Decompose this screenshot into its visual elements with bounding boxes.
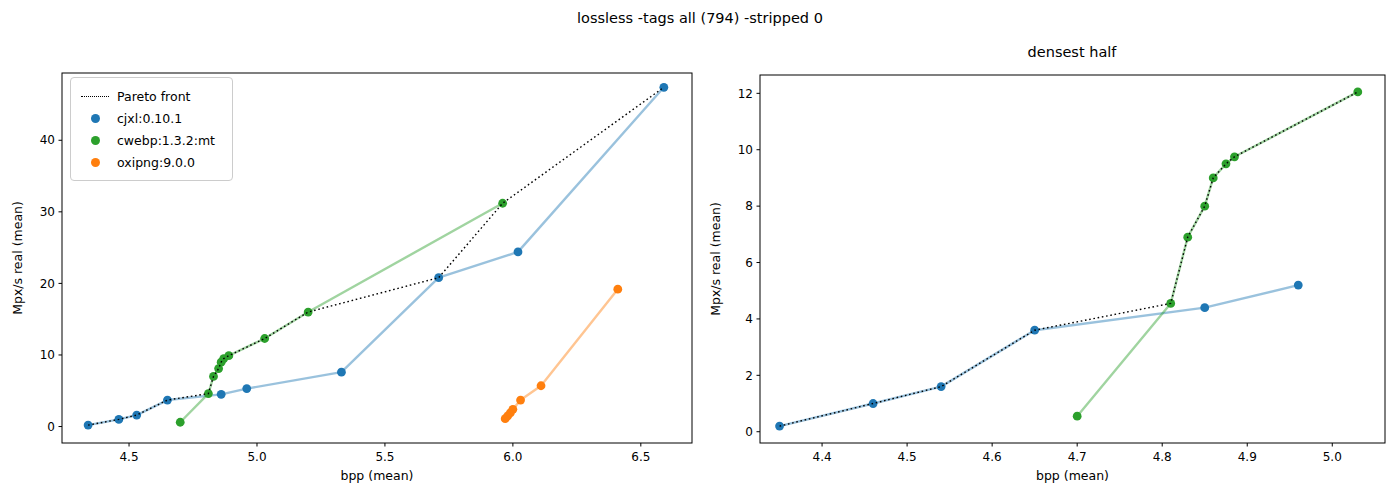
y-axis: 0 10 20 30 40 (40, 133, 62, 433)
x-axis-label: bpp (mean) (1036, 468, 1109, 483)
data-point (514, 248, 523, 257)
series-line-cjxl:0.10.1 (780, 285, 1299, 426)
data-point (1353, 88, 1362, 97)
y-axis-label: Mpx/s real (mean) (10, 201, 25, 315)
x-axis-label: bpp (mean) (341, 468, 414, 483)
data-point (537, 381, 546, 390)
data-point (224, 351, 233, 360)
x-tick-label: 4.8 (1153, 450, 1172, 464)
data-point (516, 396, 525, 405)
legend-label: Pareto front (117, 89, 190, 104)
data-point (132, 411, 141, 420)
x-tick-label: 4.5 (119, 450, 138, 464)
x-tick-label: 4.6 (983, 450, 1002, 464)
legend-label: cjxl:0.10.1 (117, 111, 182, 126)
data-point (304, 308, 313, 317)
y-tick-label: 30 (40, 205, 55, 219)
y-tick-label: 0 (47, 420, 55, 434)
legend-label: oxipng:9.0.0 (117, 155, 195, 170)
y-tick-label: 10 (738, 143, 753, 157)
x-tick-label: 6.0 (503, 450, 522, 464)
y-tick-label: 0 (745, 425, 753, 439)
data-point (337, 368, 346, 377)
y-tick-label: 8 (745, 199, 753, 213)
legend: Pareto front cjxl:0.10.1 cwebp:1.3.2:mt oxi… (70, 77, 233, 181)
legend-item-pareto-front: Pareto front (80, 85, 222, 107)
y-tick-label: 2 (745, 369, 753, 383)
right-plot: 4.4 4.5 4.6 4.7 4.8 4.9 5.0 0 2 4 6 8 10 12 bpp (mean)… (700, 0, 1400, 500)
x-tick-label: 4.7 (1068, 450, 1087, 464)
data-point (434, 273, 443, 282)
y-tick-label: 40 (40, 133, 55, 147)
legend-item-cwebp-1-3-2-mt: cwebp:1.3.2:mt (80, 129, 222, 151)
x-axis: 4.4 4.5 4.6 4.7 4.8 4.9 5.0 (813, 443, 1342, 464)
x-tick-label: 4.9 (1238, 450, 1257, 464)
data-point (1222, 159, 1231, 168)
y-tick-label: 6 (745, 256, 753, 270)
data-point (613, 285, 622, 294)
data-point (508, 405, 517, 414)
data-point (260, 334, 269, 343)
x-tick-label: 4.4 (813, 450, 832, 464)
data-point (176, 418, 185, 427)
series-line-cwebp:1.3.2:mt (180, 203, 502, 422)
figure: lossless -tags all (794) -stripped 0 den… (0, 0, 1400, 500)
data-point (1200, 202, 1209, 211)
x-tick-label: 6.5 (631, 450, 650, 464)
y-axis-label: Mpx/s real (mean) (708, 202, 723, 316)
data-point (1294, 281, 1303, 290)
x-tick-label: 4.5 (898, 450, 917, 464)
y-axis: 0 2 4 6 8 10 12 (738, 87, 760, 439)
legend-item-oxipng-9-0-0: oxipng:9.0.0 (80, 151, 222, 173)
y-tick-label: 12 (738, 87, 753, 101)
marker-dot-icon (80, 114, 110, 123)
dotted-line-icon (80, 96, 110, 97)
data-point (217, 390, 226, 399)
legend-label: cwebp:1.3.2:mt (117, 133, 215, 148)
y-tick-label: 10 (40, 348, 55, 362)
data-point (937, 382, 946, 391)
marker-dot-icon (80, 136, 110, 145)
legend-item-cjxl-0-10-1: cjxl:0.10.1 (80, 107, 222, 129)
data-point (1073, 412, 1082, 421)
data-point (659, 83, 668, 92)
series-line-cwebp:1.3.2:mt (1077, 92, 1358, 416)
marker-dot-icon (80, 158, 110, 167)
x-tick-label: 5.0 (1323, 450, 1342, 464)
x-tick-label: 5.0 (247, 450, 266, 464)
axes-box (760, 75, 1385, 443)
y-tick-label: 20 (40, 277, 55, 291)
data-point (869, 399, 878, 408)
data-point (1200, 303, 1209, 312)
data-point (498, 199, 507, 208)
data-point (242, 384, 251, 393)
y-tick-label: 4 (745, 312, 753, 326)
x-axis: 4.5 5.0 5.5 6.0 6.5 (119, 443, 650, 464)
x-tick-label: 5.5 (375, 450, 394, 464)
pareto-front-line (780, 92, 1358, 426)
left-plot: 4.5 5.0 5.5 6.0 6.5 0 10 20 30 40 bpp (mean) Mpx/s … (0, 0, 720, 500)
